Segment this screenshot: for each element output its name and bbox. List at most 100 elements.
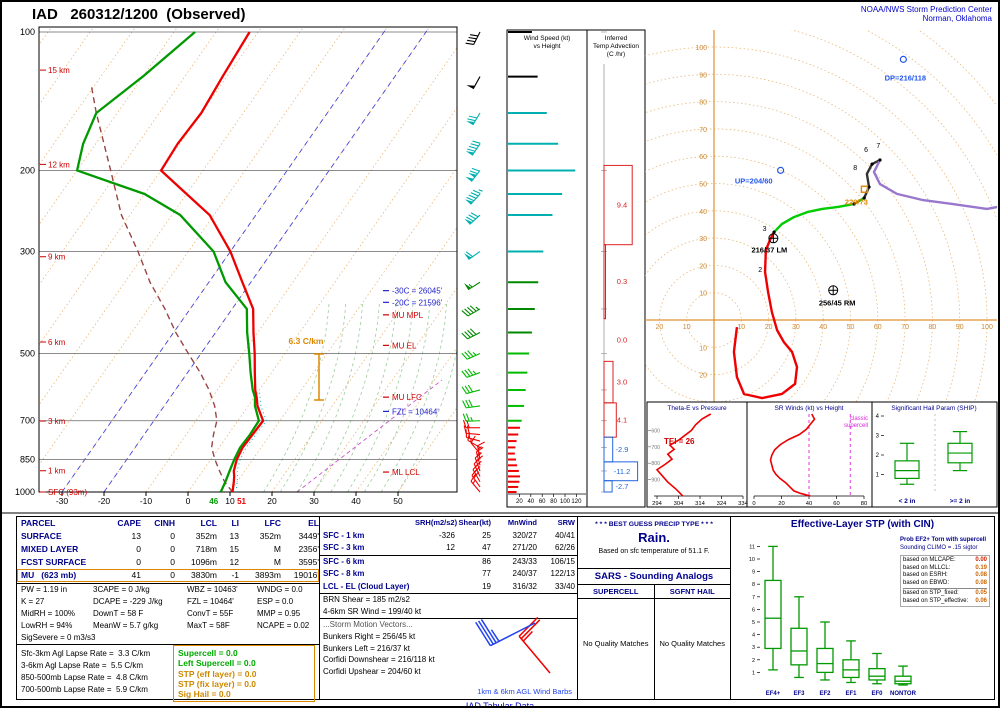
shear-table: SRH(m2/s2) Shear(kt) MnWind SRW SFC - 1 km -3… [320,517,577,593]
shear-header-row: SRH(m2/s2) Shear(kt) MnWind SRW [415,518,575,527]
advection-value: 3.0 [617,378,627,387]
svg-text:90: 90 [699,72,707,79]
boxplot-box [894,460,920,480]
dewpoint-trace [75,31,261,492]
hodograph-marker-label: 216/37 LM [751,245,787,254]
height-agl-label: 6 km [48,338,66,347]
advection-value: -2.7 [616,482,629,491]
composite-indices-box: Supercell = 0.0 Left Supercell = 0.0 STP (… [173,645,315,703]
ship-title: Significant Hail Param (SHIP) [891,405,976,412]
precip-type-basis: Based on sfc temperature of 51.1 F. [598,548,710,555]
svg-text:100: 100 [560,499,571,505]
isotherm-highlight [61,27,388,492]
wind-barbs-caption: 1km & 6km AGL Wind Barbs [477,687,572,696]
storm-motion-line: Bunkers Left = 216/37 kt [323,643,410,653]
hodograph-height-label: 3 [763,226,767,233]
sars-supercell-result: No Quality Matches [578,599,655,699]
hodograph-height-label: 7 [876,143,880,150]
svg-text:10: 10 [699,291,707,298]
svg-text:6: 6 [752,607,755,613]
advection-layer-box [603,402,617,438]
agency-line1: NOAA/NWS Storm Prediction Center [860,5,992,14]
svg-text:2: 2 [876,453,880,459]
stp-category-label: EF1 [845,691,857,697]
svg-text:11: 11 [749,544,755,550]
svg-text:20: 20 [765,324,773,331]
hodograph-trace-9-12km [872,159,997,211]
surface-dewpoint-f: 46 [209,497,218,506]
ship-category-label: >= 2 in [950,498,971,505]
storm-motion-line: Corfidi Downshear = 216/118 kt [323,655,435,664]
stats-row: PW = 1.19 in 3CAPE = 0 J/kg WBZ = 10463' WN… [21,585,303,594]
sars-hail-header: SGFNT HAIL [669,587,715,596]
tei-value: TEI = 26 [664,437,695,446]
ship-category-label: < 2 in [899,498,916,505]
svg-text:80: 80 [699,100,707,107]
sars-title: SARS - Sounding Analogs [578,569,730,585]
theta-e-panel: Theta-E vs Pressure TEI = 26 294 304 314 324 3… [646,401,749,508]
composite-index-line: STP (eff layer) = 0.0 [178,668,257,679]
ship-panel: Significant Hail Param (SHIP) 1 2 3 4 < 2 in >… [871,401,998,508]
level-annotation: -20C = 21596' [392,298,443,307]
shear-row: SFC - 1 km -326 25 320/27 40/41 [323,530,575,540]
agency-line2: Norman, Oklahoma [922,14,992,23]
height-agl-label: 12 km [48,160,70,169]
classic-supercell-label: supercell [844,423,868,429]
storm-motion-vectors: Bunkers Right = 256/45 kt Bunkers Left = … [320,631,577,677]
lapse-rate-line: 3-6km Agl Lapse Rate = 5.5 C/km [21,661,144,670]
advection-title: (C /hr) [607,51,625,58]
svg-text:700: 700 [651,445,660,451]
wind-barb [466,112,481,126]
shear-row: SFC - 3 km 12 47 271/20 62/26 [323,543,575,552]
svg-text:70: 70 [699,127,707,134]
stp-category-label: EF3 [793,691,805,697]
advection-value: 9.4 [617,201,627,210]
svg-text:60: 60 [539,499,546,505]
svg-text:20: 20 [516,499,523,505]
svg-text:20: 20 [778,501,784,507]
parcel-row: MU (623 mb) 41 0 3830m -1 3893m 19016' [17,569,319,582]
wind-barb [462,399,481,409]
sars-column-headers: SUPERCELL SGFNT HAIL [578,585,730,599]
svg-text:10: 10 [749,557,755,563]
composite-index-line: STP (fix layer) = 0.0 [178,678,257,689]
tabular-data-link[interactable]: IAD Tabular Data [465,701,535,708]
hodograph-marker-label: 229/73 [845,197,868,206]
svg-text:900: 900 [651,478,660,484]
svg-text:334: 334 [738,501,748,507]
shear-row: LCL - EL (Cloud Layer) 19 316/32 33/40 [323,581,575,591]
lapse-rate-line: Sfc-3km Agl Lapse Rate = 3.3 C/km [21,649,151,658]
wind-barb [463,425,481,436]
stp-climo: Sounding CLIMO = .15 sigtor [900,544,978,551]
moist-adiabat [347,301,414,492]
stats-row: MidRH = 100% DownT = 58 F ConvT = 55F MMP =… [21,609,301,618]
theta-e-title: Theta-E vs Pressure [667,405,727,412]
temp-tick-label: -10 [140,496,153,506]
hodograph-trace-0-3km [732,231,799,400]
wind-barb [461,384,481,395]
lapse-rate-line: 700-500mb Lapse Rate = 5.9 C/km [21,685,148,694]
hodograph-height-label: 6 [864,147,868,154]
svg-text:20: 20 [699,263,707,270]
svg-text:2: 2 [752,658,755,664]
parcel-row: FCST SURFACE 0 0 1096m 12 M 3595' [21,557,319,567]
height-agl-label: 1 km [48,467,66,476]
wind-barb-column [461,31,485,493]
stats-row: LowRH = 94% MeanW = 5.7 g/kg MaxT = 58F NCA… [21,621,310,630]
boxplot-box [790,627,808,666]
composite-index-line: Supercell = 0.0 [178,648,238,658]
storm-motion-line: Bunkers Right = 256/45 kt [323,632,416,641]
sig-severe-value: SigSevere = 0 m3/s3 [17,632,319,645]
temp-tick-label: 20 [267,496,277,506]
virtual-temp-trace [235,389,267,492]
hodograph-marker-label: DP=216/118 [885,73,927,82]
svg-text:50: 50 [699,182,707,189]
svg-text:50: 50 [847,324,855,331]
temp-tick-label: 0 [186,496,191,506]
wind-barb [461,368,481,378]
storm-motion-line: Corfidi Upshear = 204/60 kt [323,666,421,676]
advection-layer-box [603,244,606,320]
svg-text:4: 4 [752,633,755,639]
svg-text:8: 8 [752,582,755,588]
